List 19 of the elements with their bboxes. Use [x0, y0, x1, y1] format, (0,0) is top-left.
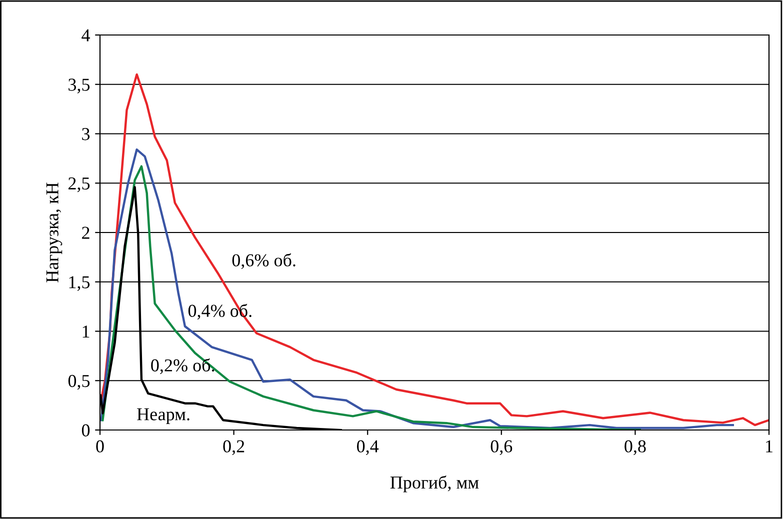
x-tick-label: 0,2 — [223, 440, 244, 456]
y-tick-label: 0,5 — [68, 374, 90, 390]
annotation: 0,6% об. — [232, 253, 296, 269]
x-tick-label: 0,6 — [490, 440, 512, 456]
x-tick-label: 0 — [96, 440, 104, 452]
y-tick-label: 3,5 — [68, 78, 90, 94]
y-axis-title: Нагрузка, кН — [46, 182, 62, 282]
y-tick-label: 0 — [82, 424, 90, 436]
y-tick-label: 2 — [82, 226, 90, 239]
y-tick-label: 2,5 — [68, 177, 90, 192]
x-tick-label: 1 — [766, 440, 772, 452]
y-tick-label: 1,5 — [69, 276, 90, 291]
annotation: Неарм. — [137, 408, 190, 424]
y-tick-label: 1 — [82, 326, 90, 338]
y-tick-label: 3 — [82, 128, 90, 140]
x-axis-title: Прогиб, мм — [390, 476, 479, 492]
x-tick-label: 0,8 — [624, 440, 646, 456]
x-tick-label: 0,4 — [357, 440, 379, 456]
y-tick-label: 4 — [82, 29, 90, 42]
